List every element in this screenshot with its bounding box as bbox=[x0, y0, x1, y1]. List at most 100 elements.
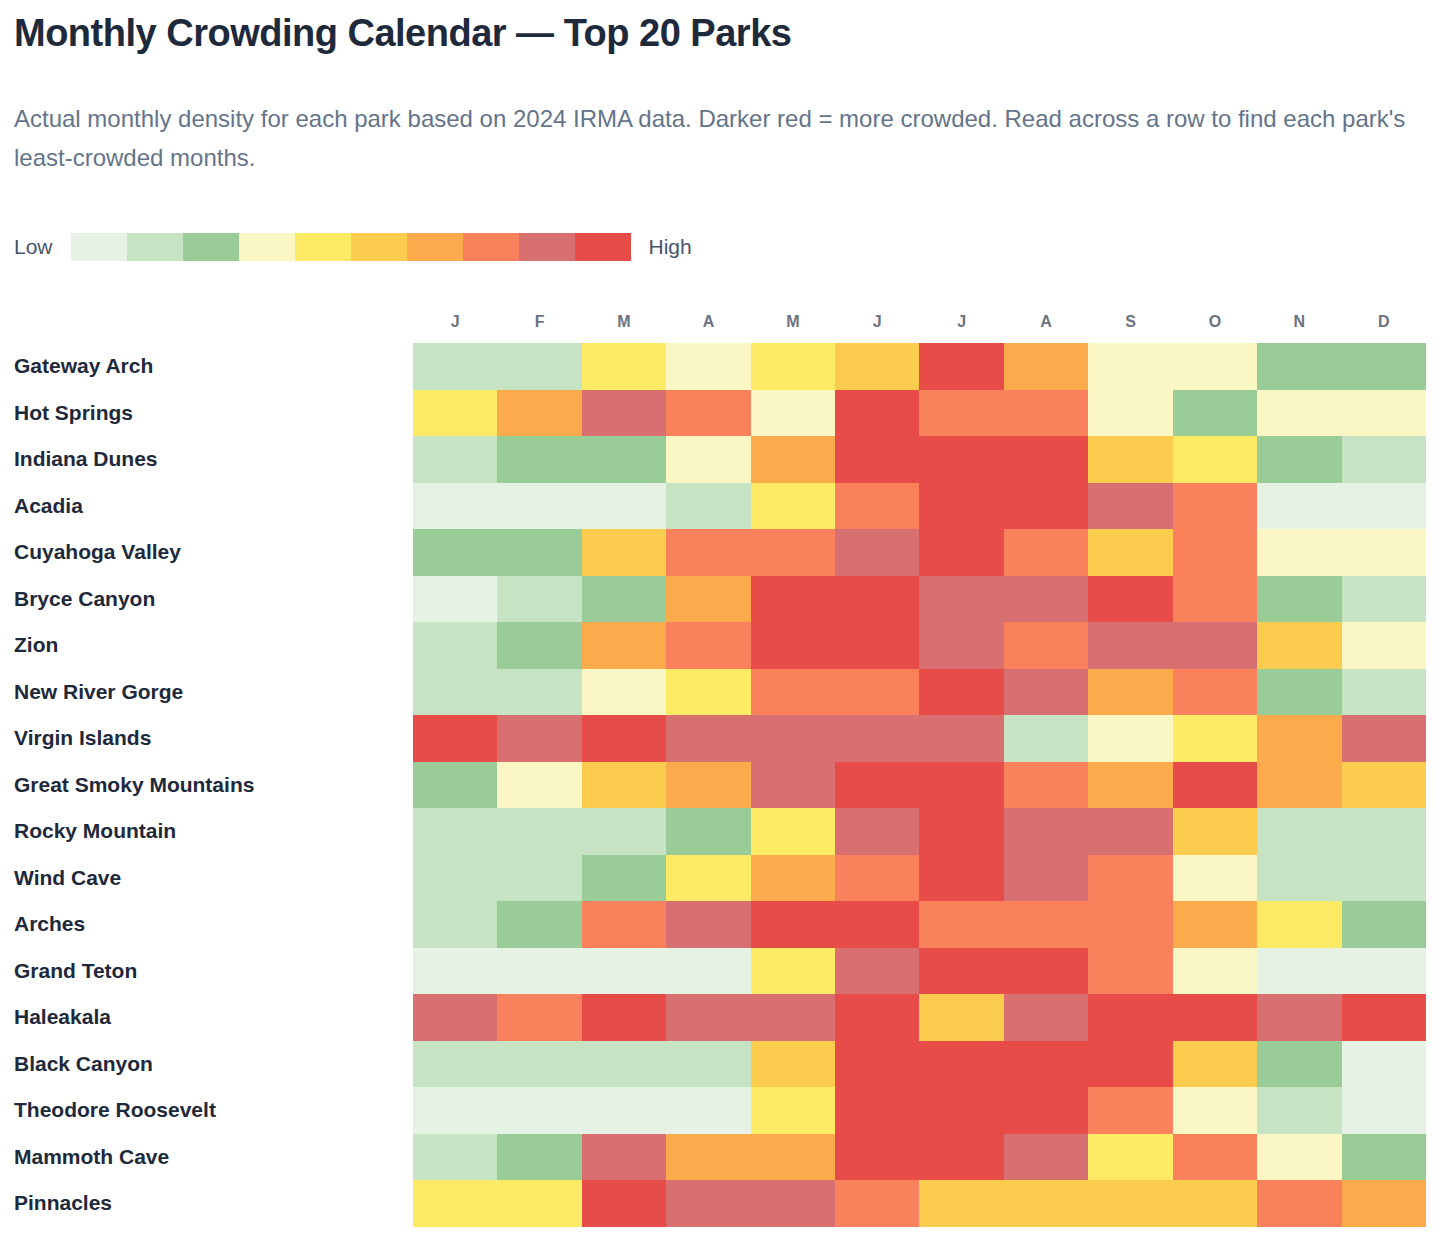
heatmap-cell bbox=[1088, 1134, 1172, 1181]
heatmap-row: Hot Springs bbox=[14, 390, 1426, 437]
month-label: J bbox=[919, 313, 1003, 343]
heatmap-cell bbox=[413, 1180, 497, 1227]
heatmap-row: Theodore Roosevelt bbox=[14, 1087, 1426, 1134]
heatmap-cell bbox=[835, 808, 919, 855]
heatmap-cell bbox=[1004, 576, 1088, 623]
legend-swatch bbox=[239, 233, 295, 261]
heatmap-cell bbox=[1173, 483, 1257, 530]
heatmap-row: Cuyahoga Valley bbox=[14, 529, 1426, 576]
heatmap-cell bbox=[497, 1180, 581, 1227]
heatmap-cell bbox=[1088, 1087, 1172, 1134]
heatmap-cell bbox=[919, 529, 1003, 576]
heatmap-cell bbox=[1342, 669, 1426, 716]
heatmap-cell bbox=[835, 669, 919, 716]
page-title: Monthly Crowding Calendar — Top 20 Parks bbox=[14, 12, 1426, 55]
park-label: Black Canyon bbox=[14, 1041, 413, 1088]
heatmap-cell bbox=[1088, 808, 1172, 855]
heatmap-cell bbox=[1173, 1087, 1257, 1134]
heatmap-row: Mammoth Cave bbox=[14, 1134, 1426, 1181]
month-label: O bbox=[1173, 313, 1257, 343]
heatmap-cell bbox=[1257, 1180, 1341, 1227]
heatmap-cell bbox=[1088, 436, 1172, 483]
heatmap-cell bbox=[666, 1087, 750, 1134]
heatmap-cell bbox=[919, 1180, 1003, 1227]
heatmap-cell bbox=[582, 762, 666, 809]
heatmap-cell bbox=[1342, 576, 1426, 623]
heatmap-cell bbox=[1342, 994, 1426, 1041]
heatmap-cell bbox=[1088, 994, 1172, 1041]
heatmap-cell bbox=[1342, 1041, 1426, 1088]
heatmap-cell bbox=[1342, 762, 1426, 809]
heatmap-cell bbox=[666, 808, 750, 855]
heatmap-cell bbox=[835, 483, 919, 530]
heatmap-cell bbox=[919, 343, 1003, 390]
heatmap-cell bbox=[751, 1041, 835, 1088]
heatmap-cell bbox=[666, 622, 750, 669]
heatmap-row: Virgin Islands bbox=[14, 715, 1426, 762]
heatmap-cell bbox=[919, 622, 1003, 669]
heatmap-cell bbox=[413, 622, 497, 669]
park-label: Rocky Mountain bbox=[14, 808, 413, 855]
heatmap-cell bbox=[1088, 483, 1172, 530]
legend-swatch bbox=[71, 233, 127, 261]
heatmap-cell bbox=[413, 529, 497, 576]
heatmap-cell bbox=[497, 343, 581, 390]
heatmap-cell bbox=[1257, 529, 1341, 576]
park-label: Grand Teton bbox=[14, 948, 413, 995]
legend-swatch bbox=[351, 233, 407, 261]
heatmap-cell bbox=[835, 529, 919, 576]
heatmap-cell bbox=[751, 1087, 835, 1134]
heatmap-grid: Gateway ArchHot SpringsIndiana DunesAcad… bbox=[14, 343, 1426, 1227]
legend-swatch bbox=[575, 233, 631, 261]
park-label: Gateway Arch bbox=[14, 343, 413, 390]
heatmap-cell bbox=[1088, 762, 1172, 809]
heatmap-cell bbox=[1088, 1041, 1172, 1088]
heatmap-cell bbox=[582, 808, 666, 855]
park-label: Theodore Roosevelt bbox=[14, 1087, 413, 1134]
heatmap-cell bbox=[1173, 808, 1257, 855]
heatmap-cell bbox=[666, 1180, 750, 1227]
heatmap-cell bbox=[919, 1087, 1003, 1134]
heatmap-cell bbox=[582, 576, 666, 623]
heatmap-cell bbox=[1004, 715, 1088, 762]
park-label: Pinnacles bbox=[14, 1180, 413, 1227]
heatmap-cell bbox=[666, 1041, 750, 1088]
month-label: M bbox=[582, 313, 666, 343]
heatmap-cell bbox=[919, 901, 1003, 948]
heatmap-cell bbox=[413, 390, 497, 437]
heatmap-cell bbox=[582, 948, 666, 995]
heatmap-cell bbox=[1088, 529, 1172, 576]
heatmap-cell bbox=[1088, 390, 1172, 437]
month-label: D bbox=[1342, 313, 1426, 343]
heatmap-cell bbox=[582, 994, 666, 1041]
park-label: Virgin Islands bbox=[14, 715, 413, 762]
heatmap-cell bbox=[1088, 901, 1172, 948]
heatmap-cell bbox=[666, 901, 750, 948]
heatmap-cell bbox=[1257, 343, 1341, 390]
page-subtitle: Actual monthly density for each park bas… bbox=[14, 99, 1418, 177]
heatmap-cell bbox=[413, 1134, 497, 1181]
heatmap-cell bbox=[497, 1134, 581, 1181]
heatmap-cell bbox=[582, 483, 666, 530]
heatmap-cell bbox=[1088, 855, 1172, 902]
heatmap-row: Great Smoky Mountains bbox=[14, 762, 1426, 809]
heatmap-cell bbox=[582, 1180, 666, 1227]
heatmap-cell bbox=[582, 622, 666, 669]
heatmap-cell bbox=[835, 1180, 919, 1227]
heatmap-cell bbox=[919, 762, 1003, 809]
park-label: Arches bbox=[14, 901, 413, 948]
heatmap-cell bbox=[497, 483, 581, 530]
heatmap-cell bbox=[497, 622, 581, 669]
heatmap-cell bbox=[751, 669, 835, 716]
heatmap-cell bbox=[1088, 622, 1172, 669]
heatmap-cell bbox=[497, 808, 581, 855]
legend-swatch bbox=[183, 233, 239, 261]
heatmap-cell bbox=[751, 948, 835, 995]
heatmap-cell bbox=[1257, 1041, 1341, 1088]
heatmap-cell bbox=[1257, 948, 1341, 995]
heatmap-cell bbox=[835, 1134, 919, 1181]
heatmap-cell bbox=[413, 1087, 497, 1134]
heatmap-cell bbox=[1004, 390, 1088, 437]
heatmap-row: Black Canyon bbox=[14, 1041, 1426, 1088]
heatmap-cell bbox=[751, 901, 835, 948]
